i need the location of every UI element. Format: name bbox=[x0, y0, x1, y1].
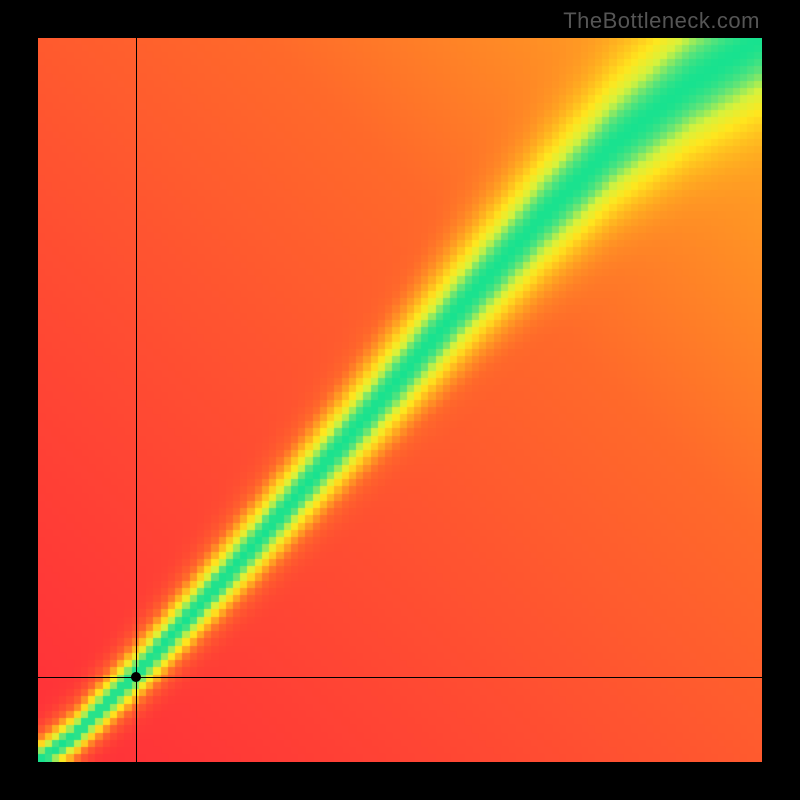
crosshair-horizontal bbox=[38, 677, 762, 678]
heatmap-plot bbox=[38, 38, 762, 762]
crosshair-marker bbox=[131, 672, 141, 682]
crosshair-vertical bbox=[136, 38, 137, 762]
watermark-text: TheBottleneck.com bbox=[563, 8, 760, 34]
heatmap-canvas bbox=[38, 38, 762, 762]
